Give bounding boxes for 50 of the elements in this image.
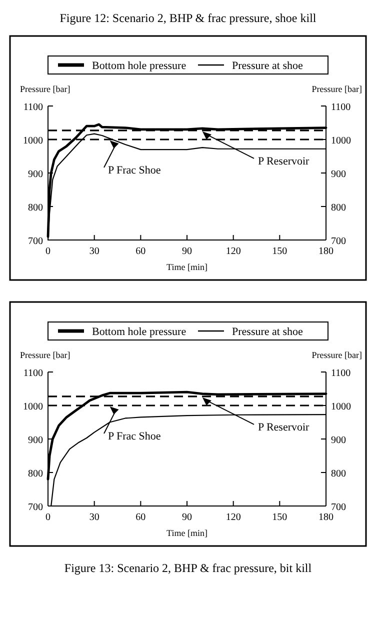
x-tick-label: 120 — [226, 512, 241, 523]
ref-line-label: P Frac Shoe — [108, 430, 161, 442]
ref-line-label: P Frac Shoe — [108, 164, 161, 176]
y2-tick-label: 700 — [331, 502, 346, 513]
x-tick-label: 150 — [272, 512, 288, 523]
x-tick-label: 90 — [182, 246, 192, 257]
x-axis-title: Time [min] — [166, 262, 208, 272]
x-tick-label: 0 — [46, 246, 50, 257]
legend-label: Bottom hole pressure — [92, 60, 186, 72]
ref-line-label: P Reservoir — [258, 421, 310, 434]
y-axis-title: Pressure [bar] — [20, 84, 70, 94]
x-tick-label: 30 — [89, 246, 100, 257]
legend-label: Pressure at shoe — [232, 60, 303, 72]
y-tick-label: 800 — [28, 468, 43, 480]
chart-title: Figure 12: Scenario 2, BHP & frac pressure, shoe kill — [60, 11, 317, 25]
x-axis-title: Time [min] — [166, 528, 208, 538]
y2-axis-title: Pressure [bar] — [312, 84, 362, 94]
x-tick-label: 60 — [136, 512, 146, 523]
x-tick-label: 0 — [46, 512, 50, 523]
x-tick-label: 150 — [272, 246, 288, 257]
y2-axis-title: Pressure [bar] — [312, 350, 362, 360]
y2-tick-label: 800 — [331, 468, 346, 480]
ref-line-label: P Reservoir — [258, 155, 310, 168]
x-tick-label: 120 — [226, 246, 241, 257]
y2-tick-label: 700 — [331, 236, 346, 247]
x-tick-label: 180 — [318, 246, 334, 257]
y2-tick-label: 900 — [331, 169, 346, 180]
y-tick-label: 900 — [28, 169, 43, 180]
y2-tick-label: 800 — [331, 202, 346, 214]
y-tick-label: 1100 — [23, 368, 43, 379]
y-tick-label: 700 — [28, 502, 43, 513]
legend-label: Pressure at shoe — [232, 326, 303, 338]
y-tick-label: 1000 — [23, 136, 43, 146]
y2-tick-label: 1100 — [331, 102, 351, 113]
y2-tick-label: 1000 — [331, 136, 351, 146]
y-tick-label: 1000 — [23, 402, 43, 412]
y-tick-label: 900 — [28, 435, 43, 446]
x-tick-label: 60 — [136, 246, 146, 257]
x-tick-label: 90 — [182, 512, 192, 523]
y-tick-label: 800 — [28, 202, 43, 214]
x-tick-label: 180 — [318, 512, 334, 523]
x-tick-label: 30 — [89, 512, 100, 523]
legend-label: Bottom hole pressure — [92, 326, 186, 338]
y2-tick-label: 1100 — [331, 368, 351, 379]
y-axis-title: Pressure [bar] — [20, 350, 70, 360]
y-tick-label: 1100 — [23, 102, 43, 113]
text: Figure 13: Scenario 2, BHP & frac pressure, bit kill — [64, 561, 312, 575]
y2-tick-label: 1000 — [331, 402, 351, 412]
y-tick-label: 700 — [28, 236, 43, 247]
y2-tick-label: 900 — [331, 435, 346, 446]
